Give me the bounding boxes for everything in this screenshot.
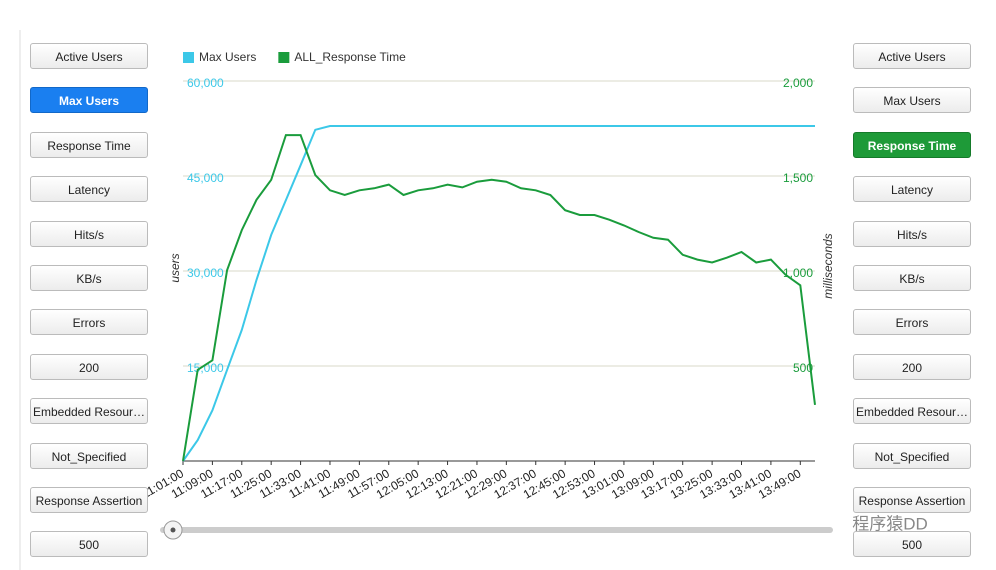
watermark: 程序猿DD <box>852 514 928 533</box>
y-tick-label: 45,000 <box>187 171 224 185</box>
series-button[interactable]: Max Users <box>853 87 971 114</box>
series-button[interactable]: Response Assertion <box>30 487 148 513</box>
series-button[interactable]: 500 <box>853 531 971 558</box>
slider-knob-dot <box>170 527 176 533</box>
y-axis-label: users <box>168 253 182 282</box>
legend-swatch <box>183 52 194 63</box>
series-button[interactable]: Not_Specified <box>853 442 971 469</box>
series-button[interactable]: Embedded Resour… <box>853 398 971 425</box>
y2-tick-label: 2,000 <box>783 76 813 90</box>
y2-tick-label: 1,500 <box>783 171 813 185</box>
y2-axis-label: milliseconds <box>821 233 835 298</box>
series-button[interactable]: Response Assertion <box>853 487 971 513</box>
legend-swatch <box>278 52 290 63</box>
series-button[interactable]: KB/s <box>30 265 148 291</box>
series-button[interactable]: Max Users <box>30 87 148 114</box>
series-line <box>182 134 816 462</box>
series-button[interactable]: Latency <box>853 176 971 203</box>
series-button[interactable]: Hits/s <box>30 220 148 247</box>
series-button[interactable]: Hits/s <box>853 220 971 247</box>
legend-label: ALL_Response Time <box>294 50 406 64</box>
series-button[interactable]: KB/s <box>853 265 971 291</box>
series-button[interactable]: Embedded Resour… <box>30 398 148 425</box>
series-button[interactable]: 200 <box>30 353 148 380</box>
series-button[interactable]: Errors <box>30 309 148 336</box>
series-button[interactable]: Response Time <box>30 131 148 158</box>
series-button[interactable]: Not_Specified <box>30 442 148 469</box>
y-tick-label: 30,000 <box>187 266 224 280</box>
series-button[interactable]: 500 <box>30 531 148 558</box>
series-line <box>182 125 815 462</box>
series-button[interactable]: Active Users <box>853 43 971 69</box>
series-button[interactable]: Active Users <box>30 43 148 69</box>
series-button[interactable]: Response Time <box>853 131 971 158</box>
y2-tick-label: 500 <box>793 361 813 375</box>
series-button[interactable]: 200 <box>853 353 971 380</box>
series-button[interactable]: Errors <box>853 309 971 336</box>
y2-tick-label: 1,000 <box>783 266 813 280</box>
series-button[interactable]: Latency <box>30 176 148 203</box>
y-tick-label: 60,000 <box>187 76 224 90</box>
y-tick-label: 15,000 <box>187 361 224 375</box>
legend-label: Max Users <box>199 50 256 64</box>
